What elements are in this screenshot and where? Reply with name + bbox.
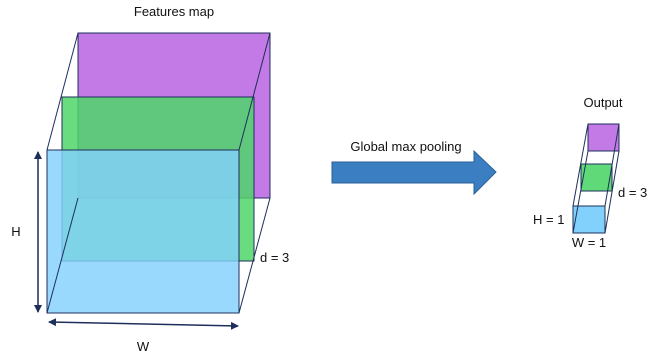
features-map: Features map H W d = 3	[11, 4, 289, 354]
pooling-operation: Global max pooling	[331, 139, 497, 196]
output-cell-green	[580, 163, 613, 192]
operation-label: Global max pooling	[350, 139, 461, 154]
feature-depth-edges	[46, 32, 271, 314]
output-volume: Output d = 3 H = 1 W = 1	[533, 95, 647, 250]
depth-label: d = 3	[260, 250, 289, 265]
features-map-title: Features map	[134, 4, 214, 19]
feature-layer-blue	[46, 149, 240, 314]
output-depth-label: d = 3	[618, 185, 647, 200]
output-title: Output	[583, 95, 622, 110]
output-depth-edges	[572, 123, 620, 234]
output-width-label: W = 1	[572, 235, 606, 250]
output-cell-purple	[587, 123, 620, 152]
output-cell-blue	[572, 205, 606, 234]
output-height-label: H = 1	[533, 212, 564, 227]
block-arrow	[331, 149, 497, 196]
width-label: W	[137, 339, 150, 354]
width-dimension-arrow	[48, 318, 239, 330]
height-label: H	[11, 224, 20, 239]
